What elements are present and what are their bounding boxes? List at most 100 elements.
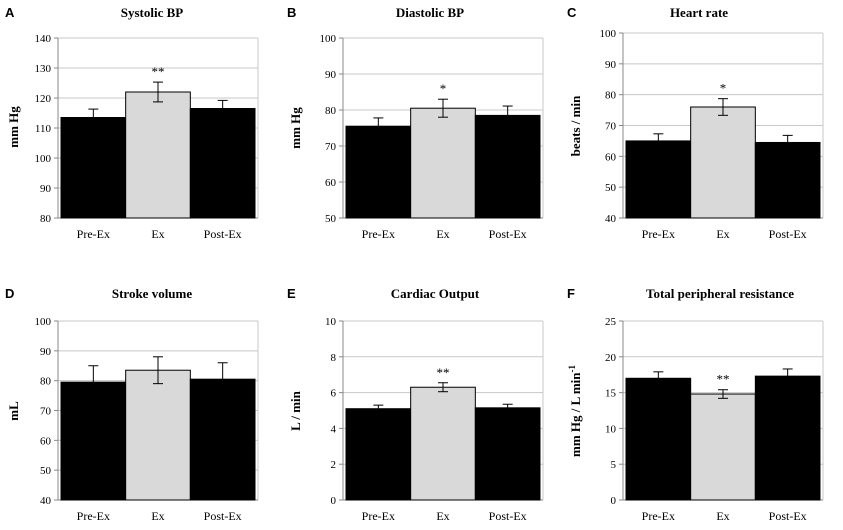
- y-tick-label: 50: [325, 213, 337, 225]
- panel-e: 0 2 4 6 8 10 Pre-Ex ** Ex Post-Ex E Cardiac Output L…: [287, 286, 544, 523]
- panel-letter: C: [567, 5, 577, 20]
- bar-pre-ex: [345, 408, 412, 501]
- y-tick-label: 80: [40, 376, 52, 388]
- panel-letter: D: [5, 286, 14, 301]
- y-tick-label: 80: [40, 213, 52, 225]
- x-category-label: Ex: [716, 227, 729, 241]
- y-tick-label: 15: [605, 388, 617, 400]
- y-tick-label: 10: [325, 316, 337, 328]
- y-axis-label: mm Hg: [6, 106, 21, 148]
- y-tick-label: 100: [35, 316, 52, 328]
- y-tick-label: 70: [325, 141, 337, 153]
- y-tick-label: 40: [605, 213, 617, 225]
- bar-ex: [125, 369, 191, 501]
- bar-post-ex: [474, 407, 541, 501]
- panel-letter: E: [287, 286, 296, 301]
- y-tick-label: 100: [320, 33, 337, 45]
- y-tick-label: 140: [35, 33, 52, 45]
- panel-letter: F: [567, 286, 575, 301]
- y-tick-label: 50: [40, 465, 52, 477]
- y-tick-label: 90: [40, 183, 52, 195]
- bar-ex: [410, 107, 476, 219]
- y-tick-label: 2: [331, 459, 337, 471]
- bar-ex: [410, 386, 476, 501]
- bar-post-ex: [189, 108, 256, 219]
- panel-title: Diastolic BP: [396, 5, 464, 20]
- x-category-label: Pre-Ex: [642, 227, 675, 241]
- y-axis-label: beats / min: [568, 95, 583, 156]
- bar-ex: [690, 106, 756, 219]
- y-axis-label: mL: [6, 401, 21, 421]
- x-category-label: Post-Ex: [204, 227, 242, 241]
- y-tick-label: 80: [605, 90, 617, 102]
- x-category-label: Ex: [436, 509, 449, 523]
- significance-marker: **: [152, 64, 165, 79]
- panel-title: Stroke volume: [112, 286, 193, 301]
- bar-ex: [690, 393, 756, 501]
- bar-post-ex: [189, 378, 256, 501]
- panel-c: 40 50 60 70 80 90 100 Pre-Ex * Ex Post-Ex C Heart ra…: [567, 5, 824, 241]
- y-tick-label: 4: [331, 423, 337, 435]
- significance-marker: **: [437, 365, 450, 380]
- bar-pre-ex: [625, 377, 692, 501]
- y-tick-label: 0: [611, 495, 617, 507]
- panel-d: 40 50 60 70 80 90 100 Pre-Ex Ex Post-Ex D Stroke vo…: [5, 286, 259, 523]
- panel-b: 50 60 70 80 90 100 Pre-Ex * Ex Post-Ex B Diastolic …: [287, 5, 544, 241]
- significance-marker: *: [720, 81, 727, 96]
- x-category-label: Ex: [151, 227, 164, 241]
- y-tick-label: 120: [35, 93, 52, 105]
- panel-letter: B: [287, 5, 296, 20]
- y-tick-label: 110: [35, 123, 52, 135]
- panel-title: Systolic BP: [121, 5, 184, 20]
- y-tick-label: 8: [331, 352, 337, 364]
- bar-pre-ex: [625, 140, 692, 219]
- x-category-label: Post-Ex: [489, 509, 527, 523]
- bar-pre-ex: [345, 125, 412, 219]
- panel-title: Heart rate: [670, 5, 728, 20]
- x-category-label: Ex: [716, 509, 729, 523]
- y-tick-label: 60: [40, 435, 52, 447]
- x-category-label: Pre-Ex: [77, 227, 110, 241]
- panel-title: Total peripheral resistance: [646, 286, 794, 301]
- x-category-label: Pre-Ex: [77, 509, 110, 523]
- panel-a: 80 90 100 110 120 130 140 Pre-Ex ** Ex Post-Ex A Sys…: [5, 5, 259, 241]
- y-axis-label: L / min: [288, 390, 303, 431]
- significance-marker: **: [717, 372, 730, 387]
- y-tick-label: 6: [331, 388, 337, 400]
- x-category-label: Post-Ex: [489, 227, 527, 241]
- y-tick-label: 100: [35, 153, 52, 165]
- y-tick-label: 20: [605, 352, 617, 364]
- x-category-label: Pre-Ex: [362, 509, 395, 523]
- y-tick-label: 70: [605, 121, 617, 133]
- y-tick-label: 70: [40, 406, 52, 418]
- panel-letter: A: [5, 5, 15, 20]
- bar-pre-ex: [60, 117, 127, 219]
- x-category-label: Post-Ex: [769, 227, 807, 241]
- y-tick-label: 90: [325, 69, 337, 81]
- bar-post-ex: [474, 114, 541, 219]
- y-tick-label: 25: [605, 316, 617, 328]
- y-tick-label: 0: [331, 495, 337, 507]
- x-category-label: Pre-Ex: [642, 509, 675, 523]
- x-category-label: Post-Ex: [769, 509, 807, 523]
- x-category-label: Post-Ex: [204, 509, 242, 523]
- y-tick-label: 80: [325, 105, 337, 117]
- y-axis-label: mm Hg: [288, 107, 303, 149]
- y-tick-label: 5: [611, 459, 617, 471]
- y-axis-label-superscript: -1: [567, 364, 577, 372]
- x-category-label: Ex: [151, 509, 164, 523]
- bar-post-ex: [754, 375, 821, 501]
- y-axis-label: mm Hg / L min-1: [567, 364, 583, 457]
- x-category-label: Pre-Ex: [362, 227, 395, 241]
- y-tick-label: 40: [40, 495, 52, 507]
- y-tick-label: 130: [35, 63, 52, 75]
- y-tick-label: 100: [600, 28, 617, 40]
- y-tick-label: 90: [605, 59, 617, 71]
- panel-f: 0 5 10 15 20 25 Pre-Ex ** Ex Post-Ex F Total periph…: [567, 286, 824, 523]
- bar-post-ex: [754, 141, 821, 219]
- bar-pre-ex: [60, 381, 127, 501]
- panel-title: Cardiac Output: [391, 286, 480, 301]
- y-tick-label: 10: [605, 423, 617, 435]
- y-tick-label: 60: [325, 177, 337, 189]
